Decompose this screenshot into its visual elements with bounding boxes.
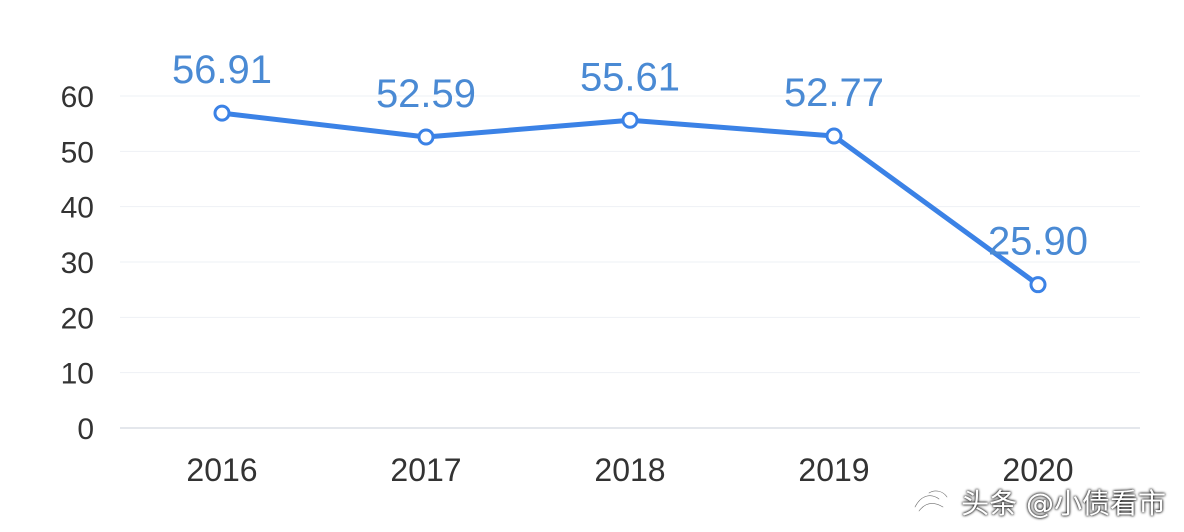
- y-tick-label: 30: [61, 247, 94, 280]
- x-tick-label: 2017: [390, 452, 461, 488]
- data-point: [621, 111, 639, 129]
- y-tick-label: 20: [61, 302, 94, 335]
- x-tick-label: 2020: [1002, 452, 1073, 488]
- series-line: [219, 110, 1041, 288]
- data-label: 52.77: [784, 71, 884, 115]
- grid-lines: [120, 95, 1140, 374]
- y-tick-label: 60: [61, 81, 94, 114]
- data-label: 55.61: [580, 55, 680, 99]
- data-label: 56.91: [172, 48, 272, 92]
- series-line: [219, 110, 1041, 288]
- x-axis-tick-labels: 2016 2017 2018 2019 2020: [186, 452, 1073, 488]
- data-point: [825, 127, 843, 145]
- x-tick-label: 2018: [594, 452, 665, 488]
- data-point: [1029, 276, 1047, 294]
- data-point: [213, 104, 231, 122]
- x-tick-label: 2016: [186, 452, 257, 488]
- y-tick-label: 10: [61, 358, 94, 391]
- x-tick-label: 2019: [798, 452, 869, 488]
- data-label: 25.90: [988, 220, 1088, 264]
- y-tick-label: 50: [61, 136, 94, 169]
- y-tick-label: 0: [77, 413, 94, 446]
- data-point: [417, 128, 435, 146]
- y-tick-label: 40: [61, 192, 94, 225]
- data-labels: 56.91 52.59 55.61 52.77 25.90: [172, 48, 1088, 264]
- data-points: [213, 104, 1047, 294]
- y-axis-tick-labels: 0 10 20 30 40 50 60: [61, 81, 94, 446]
- data-label: 52.59: [376, 72, 476, 116]
